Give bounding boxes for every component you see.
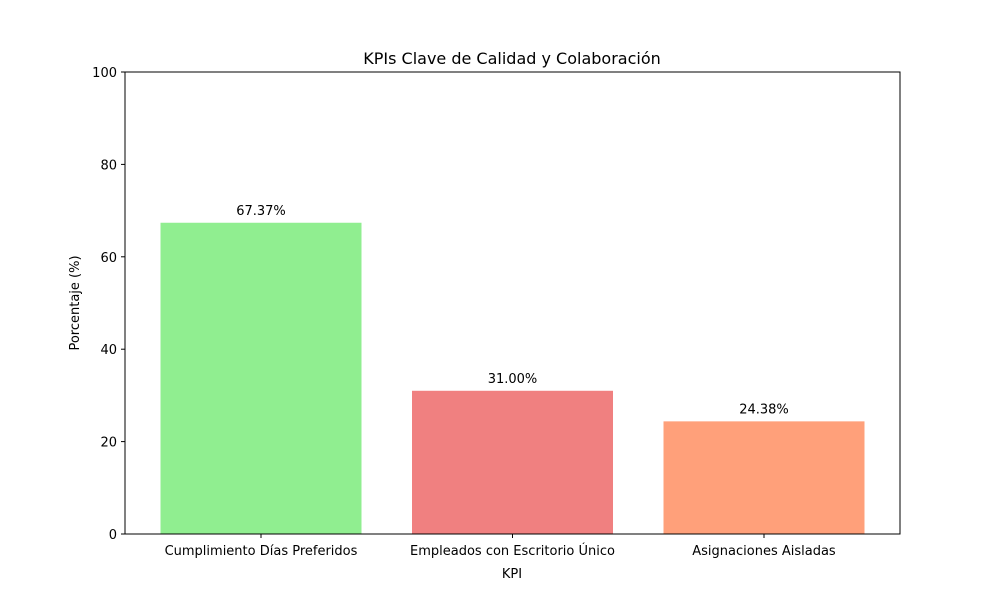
y-tick-label: 80	[100, 158, 117, 173]
y-tick-label: 20	[100, 436, 117, 451]
plot-frame	[124, 71, 901, 535]
bar-data-label: 24.38%	[739, 402, 789, 417]
x-tick-label: Empleados con Escritorio Único	[410, 543, 615, 559]
bar	[160, 222, 362, 534]
bar	[663, 421, 865, 534]
y-tick-label: 40	[100, 343, 117, 358]
x-tick-label: Asignaciones Aisladas	[692, 544, 836, 559]
chart-title: KPIs Clave de Calidad y Colaboración	[363, 49, 661, 68]
bars-layer: 67.37% 31.00% 24.38%	[160, 204, 865, 534]
bar-data-label: 31.00%	[488, 372, 538, 387]
bar	[412, 390, 613, 534]
x-ticks: Cumplimiento Días Preferidos Empleados co…	[165, 534, 836, 559]
x-tick-label: Cumplimiento Días Preferidos	[165, 544, 358, 559]
bar-data-label: 67.37%	[236, 204, 286, 219]
y-tick-label: 60	[100, 251, 117, 266]
y-ticks: 0 20 40 60 80 100	[92, 66, 125, 543]
y-tick-label: 0	[109, 528, 117, 543]
x-axis-label: KPI	[502, 567, 522, 582]
y-tick-label: 100	[92, 66, 117, 81]
y-axis-label: Porcentaje (%)	[68, 255, 83, 350]
